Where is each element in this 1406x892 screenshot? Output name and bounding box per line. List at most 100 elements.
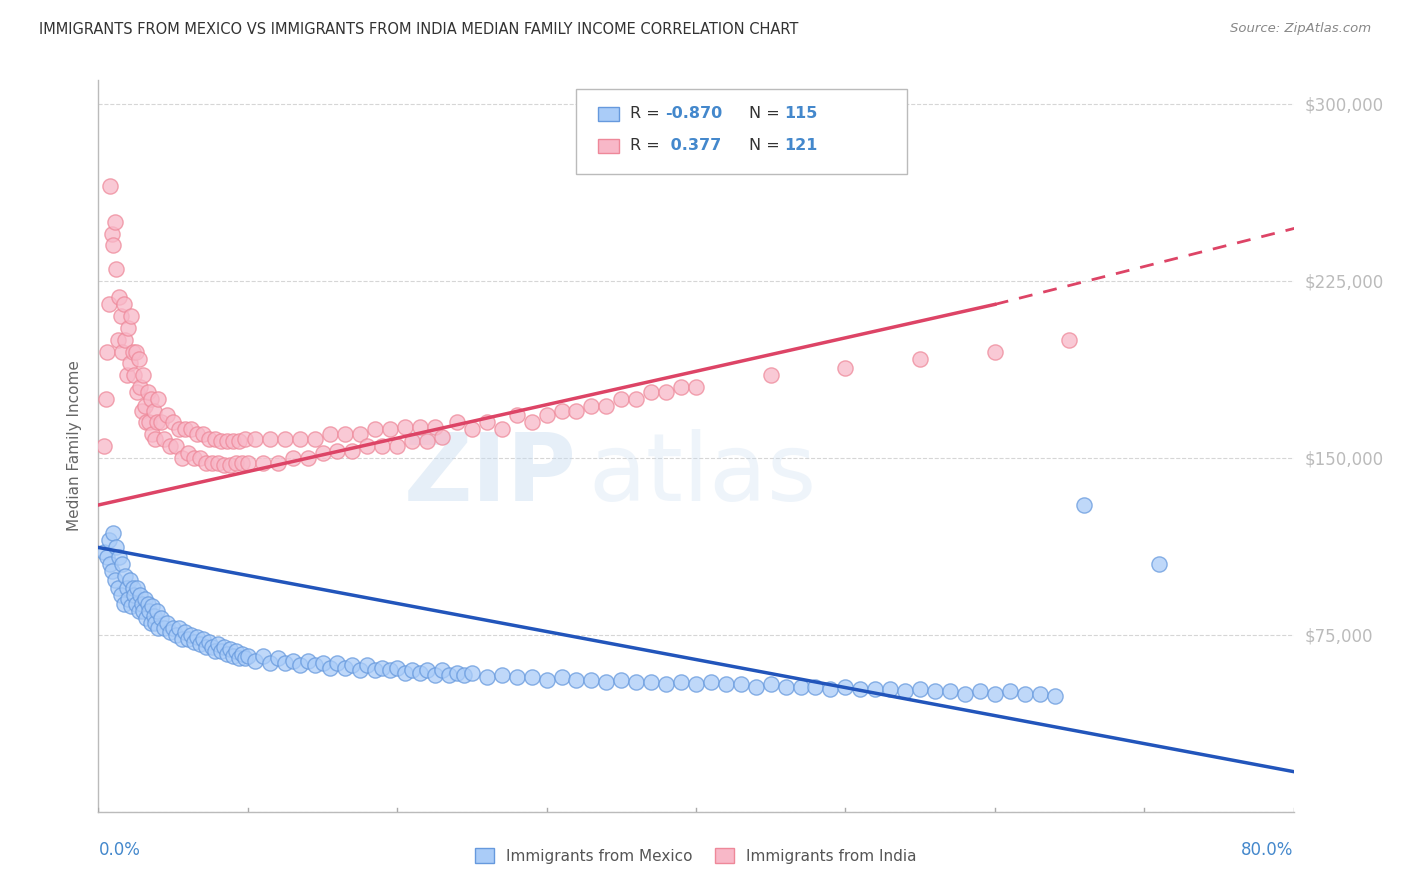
- Point: [775, 680, 797, 694]
- Point: [219, 458, 242, 472]
- Text: 0.377: 0.377: [665, 138, 721, 153]
- Point: [148, 392, 170, 406]
- Point: [101, 227, 124, 241]
- Point: [134, 399, 156, 413]
- Point: [111, 344, 134, 359]
- Point: [188, 450, 211, 465]
- Point: [259, 656, 281, 670]
- Point: [745, 680, 768, 694]
- Point: [129, 380, 152, 394]
- Point: [201, 640, 224, 654]
- Point: [180, 422, 202, 436]
- Point: [177, 632, 200, 647]
- Point: [969, 684, 991, 698]
- Point: [998, 684, 1021, 698]
- Point: [385, 439, 409, 453]
- Point: [326, 656, 349, 670]
- Point: [105, 541, 128, 555]
- Point: [132, 368, 155, 383]
- Point: [491, 668, 513, 682]
- Point: [174, 625, 197, 640]
- Legend: Immigrants from Mexico, Immigrants from India: Immigrants from Mexico, Immigrants from …: [470, 842, 922, 870]
- Point: [267, 456, 290, 470]
- Point: [127, 581, 149, 595]
- Point: [167, 621, 190, 635]
- Point: [655, 384, 678, 399]
- Point: [1147, 557, 1170, 571]
- Point: [288, 658, 311, 673]
- Text: ZIP: ZIP: [404, 429, 576, 521]
- Point: [131, 403, 153, 417]
- Point: [834, 361, 856, 376]
- Point: [103, 526, 125, 541]
- Point: [141, 599, 163, 614]
- Point: [110, 310, 132, 324]
- Point: [180, 628, 202, 642]
- Point: [103, 238, 125, 252]
- Point: [834, 680, 856, 694]
- Point: [114, 333, 136, 347]
- Point: [131, 597, 153, 611]
- Point: [789, 680, 811, 694]
- Point: [207, 637, 229, 651]
- Point: [127, 384, 149, 399]
- Point: [132, 604, 155, 618]
- Point: [565, 403, 588, 417]
- Point: [222, 434, 245, 449]
- Point: [685, 380, 707, 394]
- Point: [236, 456, 259, 470]
- Point: [93, 545, 115, 559]
- Point: [219, 641, 242, 656]
- Point: [475, 416, 498, 430]
- Point: [98, 179, 122, 194]
- Point: [209, 644, 232, 658]
- Point: [141, 427, 163, 442]
- Point: [138, 604, 160, 618]
- Point: [439, 668, 461, 682]
- Point: [408, 665, 430, 680]
- Point: [121, 344, 143, 359]
- Point: [172, 450, 194, 465]
- Point: [128, 351, 150, 366]
- Point: [222, 648, 245, 663]
- Point: [453, 668, 475, 682]
- Point: [112, 597, 135, 611]
- Point: [565, 673, 588, 687]
- Point: [879, 681, 901, 696]
- Point: [333, 661, 356, 675]
- Point: [491, 422, 513, 436]
- Point: [364, 663, 387, 677]
- Point: [215, 434, 238, 449]
- Point: [115, 581, 138, 595]
- Point: [172, 632, 194, 647]
- Point: [281, 654, 304, 668]
- Point: [371, 439, 394, 453]
- Point: [288, 432, 311, 446]
- Point: [520, 670, 543, 684]
- Point: [394, 665, 416, 680]
- Point: [183, 450, 205, 465]
- Point: [186, 427, 208, 442]
- Text: IMMIGRANTS FROM MEXICO VS IMMIGRANTS FROM INDIA MEDIAN FAMILY INCOME CORRELATION: IMMIGRANTS FROM MEXICO VS IMMIGRANTS FRO…: [39, 22, 799, 37]
- Point: [378, 422, 401, 436]
- Point: [96, 344, 118, 359]
- Point: [142, 403, 165, 417]
- Point: [550, 670, 572, 684]
- Point: [371, 661, 394, 675]
- Point: [98, 557, 122, 571]
- Point: [506, 409, 529, 423]
- Text: N =: N =: [749, 138, 786, 153]
- Point: [195, 456, 218, 470]
- Point: [416, 434, 439, 449]
- Point: [894, 684, 917, 698]
- Text: 115: 115: [785, 106, 818, 120]
- Point: [225, 456, 247, 470]
- Text: -0.870: -0.870: [665, 106, 723, 120]
- Point: [759, 368, 782, 383]
- Point: [125, 597, 148, 611]
- Point: [139, 392, 162, 406]
- Point: [394, 420, 416, 434]
- Point: [245, 654, 267, 668]
- Point: [461, 665, 484, 680]
- Point: [259, 432, 281, 446]
